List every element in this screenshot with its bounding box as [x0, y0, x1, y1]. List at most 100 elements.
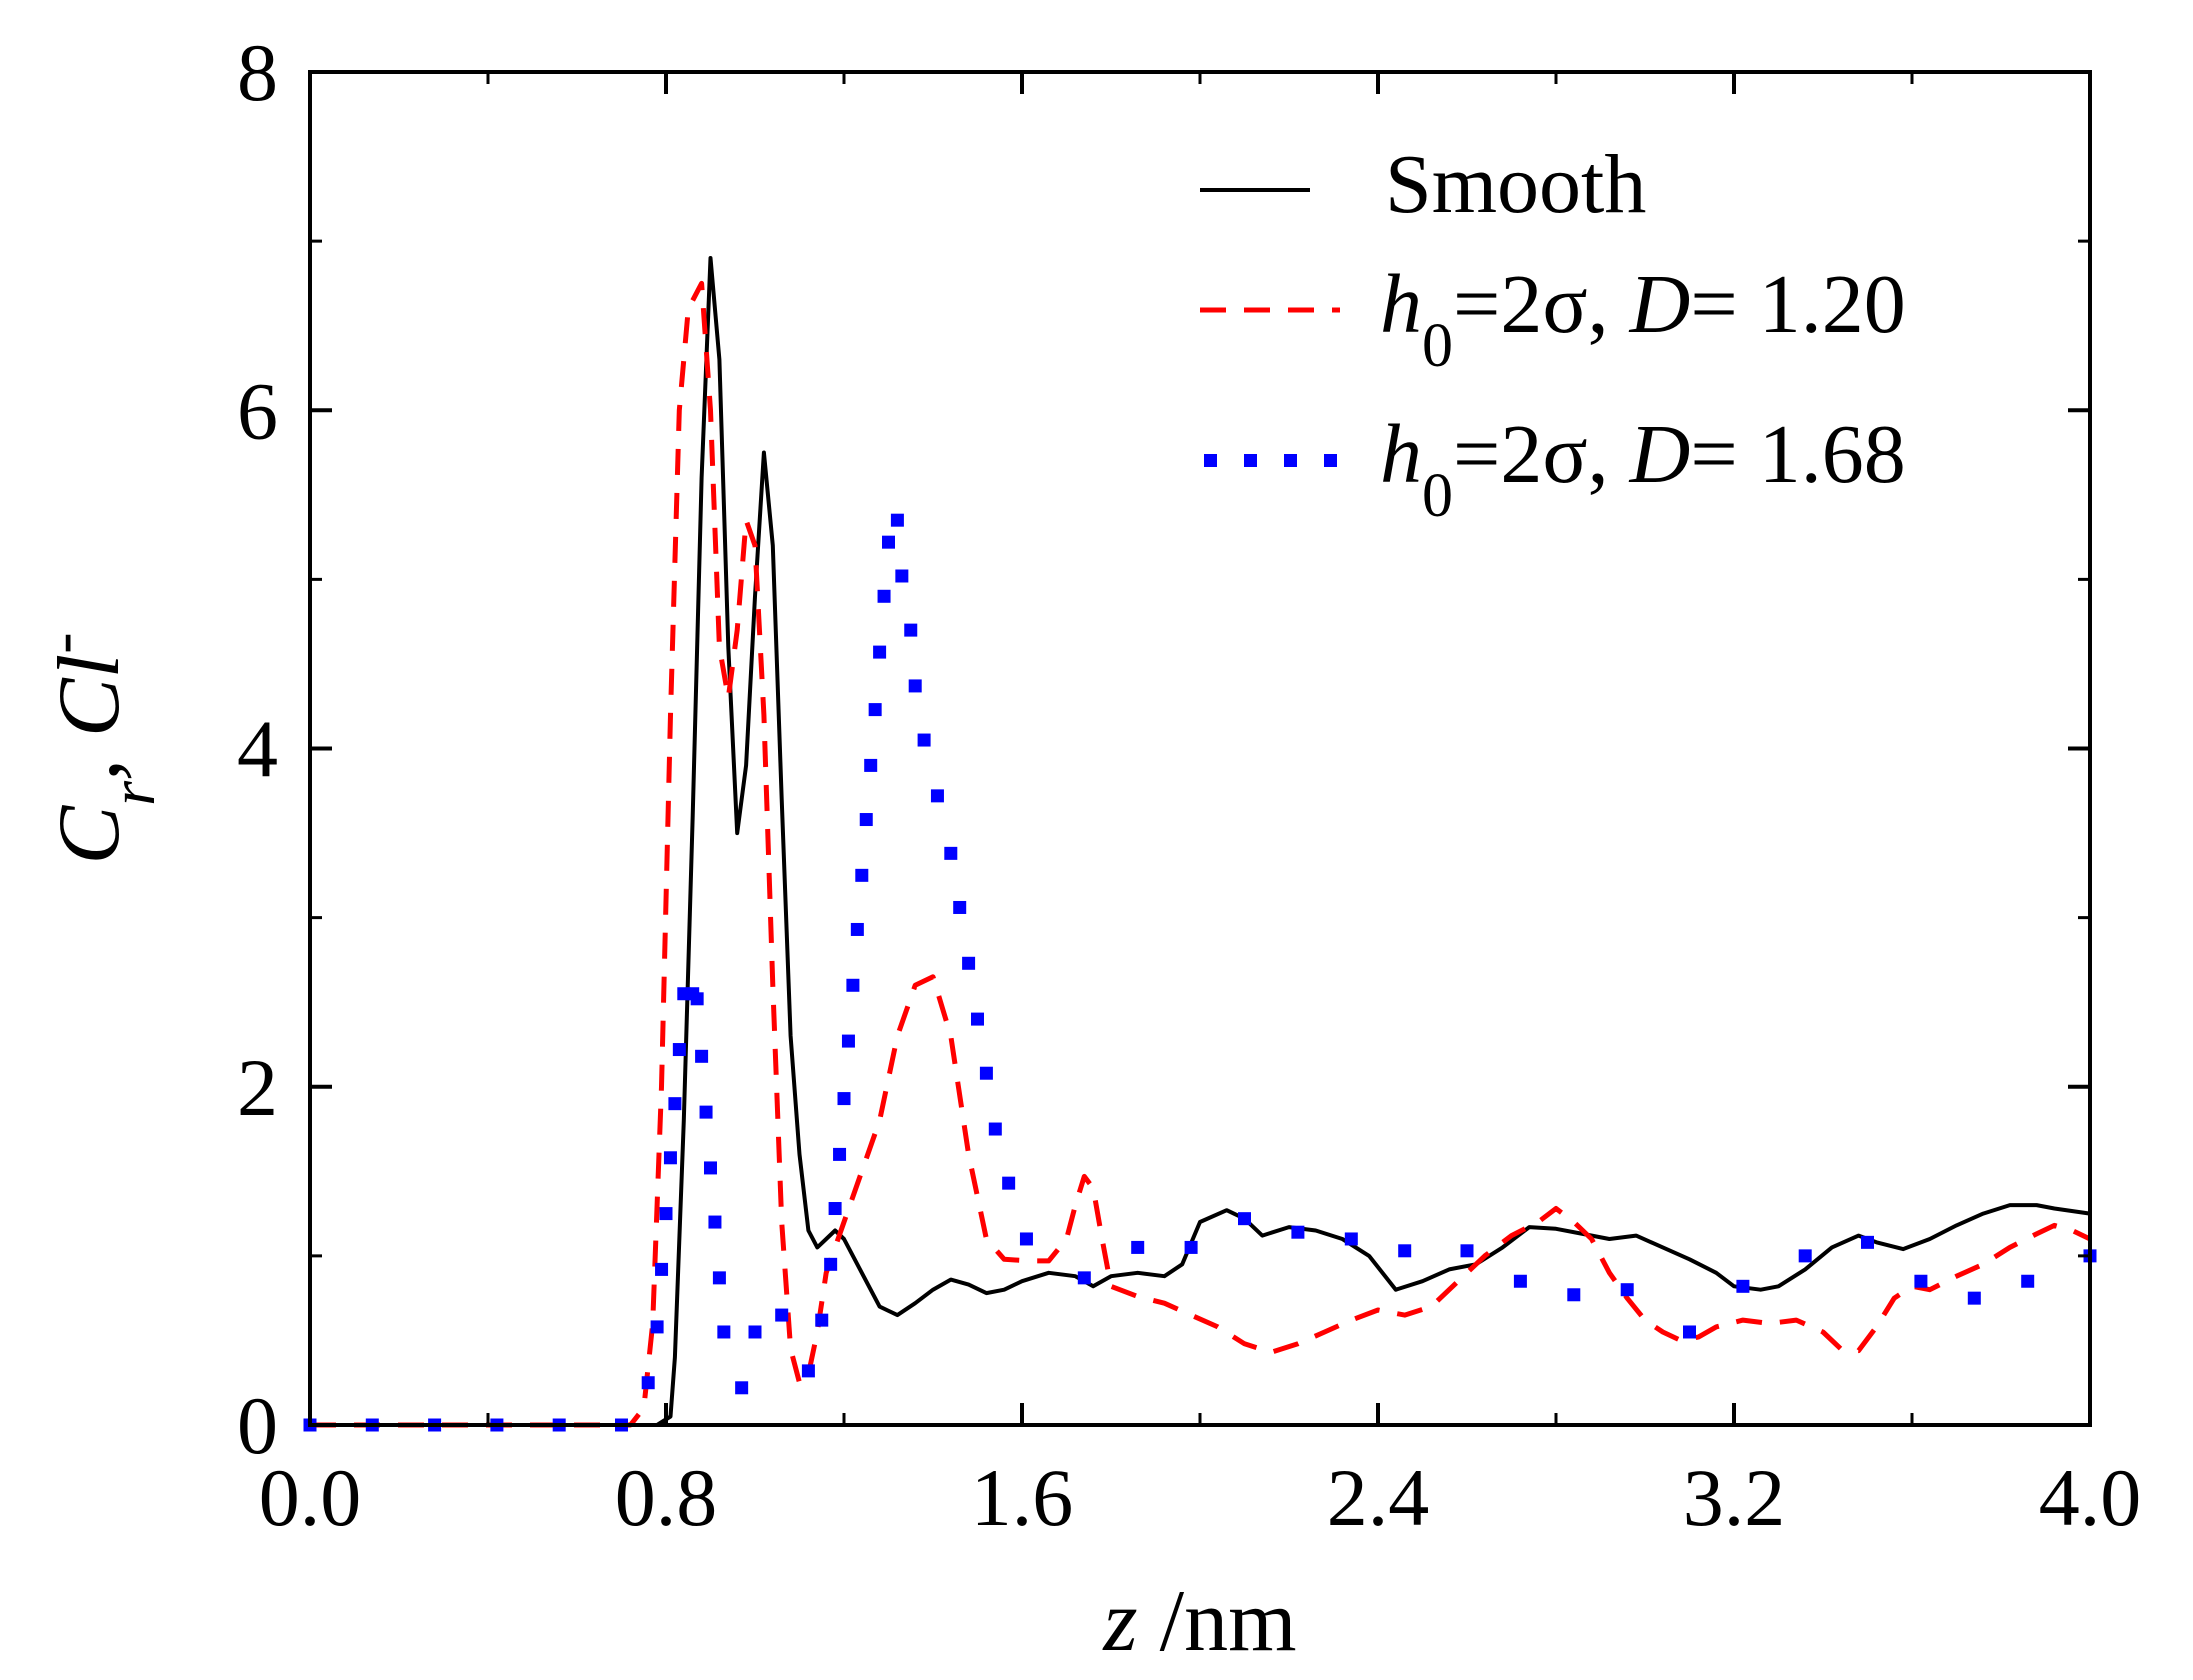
series-2-point: [944, 846, 958, 860]
series-2-point: [815, 1313, 829, 1327]
series-2-point: [2021, 1274, 2035, 1288]
legend-d168-sub: 0: [1422, 462, 1453, 530]
legend-dot: [1204, 454, 1217, 467]
series-2-point: [828, 1202, 842, 1216]
series-2-point: [1513, 1274, 1527, 1288]
series-2-point: [868, 703, 882, 717]
series-2-point: [988, 1122, 1002, 1136]
legend-entry-d120: h0=2σ, D= 1.20: [1200, 258, 1906, 380]
y-axis-variable: C: [41, 805, 138, 865]
series-2-point: [859, 813, 873, 827]
legend-d168-tail: = 1.68: [1690, 408, 1905, 501]
series-2-point: [979, 1066, 993, 1080]
series-2-point: [1620, 1283, 1634, 1297]
series-2-point: [1019, 1232, 1033, 1246]
series-2-point: [904, 623, 918, 637]
plot-series: [303, 256, 2097, 1432]
series-2-point: [1291, 1225, 1305, 1239]
legend-d168-mid: =2σ,: [1453, 408, 1630, 501]
series-1-line: [310, 280, 2092, 1428]
y-tick-label: 2: [237, 1042, 278, 1133]
x-tick-label: 0.0: [259, 1452, 362, 1543]
series-2-point: [882, 535, 895, 549]
series-2-point: [1567, 1288, 1581, 1302]
y-tick-label: 8: [237, 27, 278, 118]
legend-d168-h: h: [1380, 408, 1422, 501]
legend-label-d168: h0=2σ, D= 1.68: [1380, 408, 1906, 530]
series-2-point: [890, 513, 904, 527]
legend-dot: [1284, 454, 1297, 467]
series-2-point: [663, 1151, 677, 1165]
series-2-point: [1131, 1240, 1145, 1254]
series-2-point: [1683, 1325, 1696, 1339]
legend-dot: [1324, 454, 1337, 467]
legend-d120-tail: = 1.20: [1690, 258, 1905, 351]
x-tick-label: 2.4: [1327, 1452, 1430, 1543]
series-2-point: [1460, 1244, 1474, 1258]
legend-label-smooth: Smooth: [1385, 138, 1646, 231]
y-tick-label: 6: [237, 365, 278, 456]
series-2-point: [699, 1105, 713, 1119]
legend-d120-d: D: [1629, 258, 1691, 351]
series-0-line: [310, 256, 2091, 1427]
y-axis-ion: , Cl: [41, 654, 138, 781]
series-2-point: [855, 868, 869, 882]
series-2-point: [695, 1049, 709, 1063]
x-tick-label: 0.8: [615, 1452, 718, 1543]
x-tick-label: 3.2: [1683, 1452, 1786, 1543]
axis-ticks: [308, 70, 2092, 1427]
series-2-point: [833, 1147, 847, 1161]
series-2-point: [655, 1262, 669, 1276]
series-2-point: [1077, 1271, 1091, 1285]
series-2-point: [864, 758, 878, 772]
legend: Smooth h0=2σ, D= 1.20 h0=2σ, D= 1.68: [1200, 138, 1906, 530]
series-2-point: [962, 956, 976, 970]
series-2-point: [708, 1215, 722, 1229]
legend-entry-d168: h0=2σ, D= 1.68: [1204, 408, 1906, 530]
x-axis-variable: z: [1102, 1573, 1137, 1670]
series-2-point: [841, 1034, 855, 1048]
y-axis-superscript: -: [26, 632, 97, 653]
y-axis-title: Cr, Cl-: [26, 632, 168, 864]
series-2-point: [1238, 1212, 1251, 1226]
series-2-point: [895, 569, 909, 583]
series-2-point: [641, 1376, 655, 1390]
series-2-point: [659, 1207, 673, 1221]
series-2-point: [801, 1364, 815, 1378]
series-2-point: [712, 1271, 726, 1285]
legend-dot: [1244, 454, 1257, 467]
series-2-point: [930, 789, 944, 803]
series-2-point: [846, 978, 860, 992]
series-2-point: [1344, 1232, 1358, 1246]
series-2-point: [953, 900, 967, 914]
series-2-point: [1798, 1249, 1812, 1263]
x-axis-title: z /nm: [1102, 1573, 1296, 1670]
series-2-point: [877, 589, 891, 603]
series-2-point: [1861, 1235, 1874, 1249]
legend-d120-h: h: [1380, 258, 1422, 351]
series-2-point: [717, 1325, 731, 1339]
series-2-point: [775, 1308, 789, 1322]
series-2-point: [824, 1257, 838, 1271]
series-2-point: [650, 1320, 664, 1334]
series-2-point: [668, 1097, 682, 1111]
legend-d120-mid: =2σ,: [1453, 258, 1630, 351]
series-2-point: [672, 1043, 686, 1057]
series-2-point: [1914, 1274, 1928, 1288]
legend-d168-d: D: [1629, 408, 1691, 501]
series-2-point: [850, 922, 864, 936]
legend-entry-smooth: Smooth: [1200, 138, 1646, 231]
x-tick-label: 1.6: [971, 1452, 1074, 1543]
series-2-point: [1002, 1176, 1016, 1190]
series-2-point: [1184, 1240, 1198, 1254]
series-2-point: [917, 733, 931, 747]
series-2-point: [908, 679, 922, 693]
y-tick-label: 0: [237, 1380, 278, 1471]
series-2-point: [735, 1381, 749, 1395]
series-2-point: [690, 992, 704, 1006]
series-2-point: [1967, 1291, 1981, 1305]
y-axis-subscript: r: [97, 780, 168, 806]
legend-label-d120: h0=2σ, D= 1.20: [1380, 258, 1906, 380]
series-2-point: [704, 1161, 717, 1175]
